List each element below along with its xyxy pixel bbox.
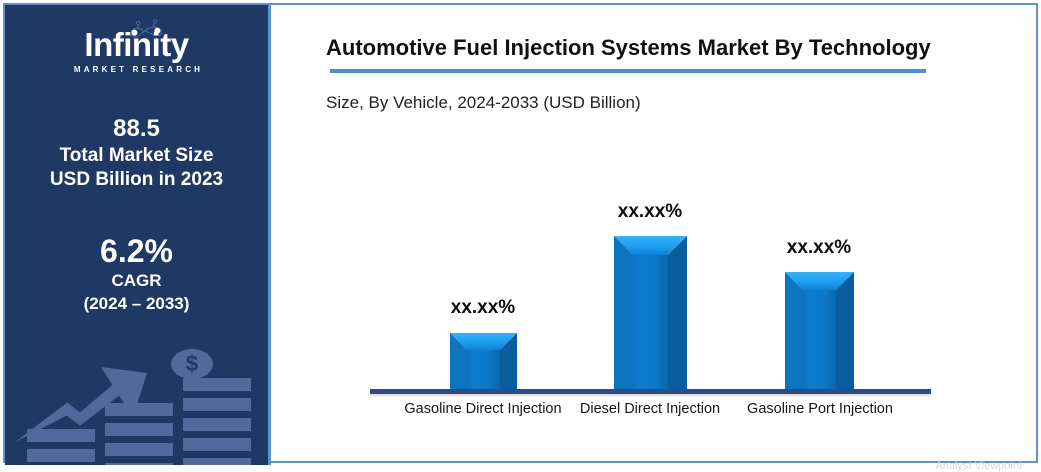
svg-text:$: $ — [186, 351, 198, 376]
